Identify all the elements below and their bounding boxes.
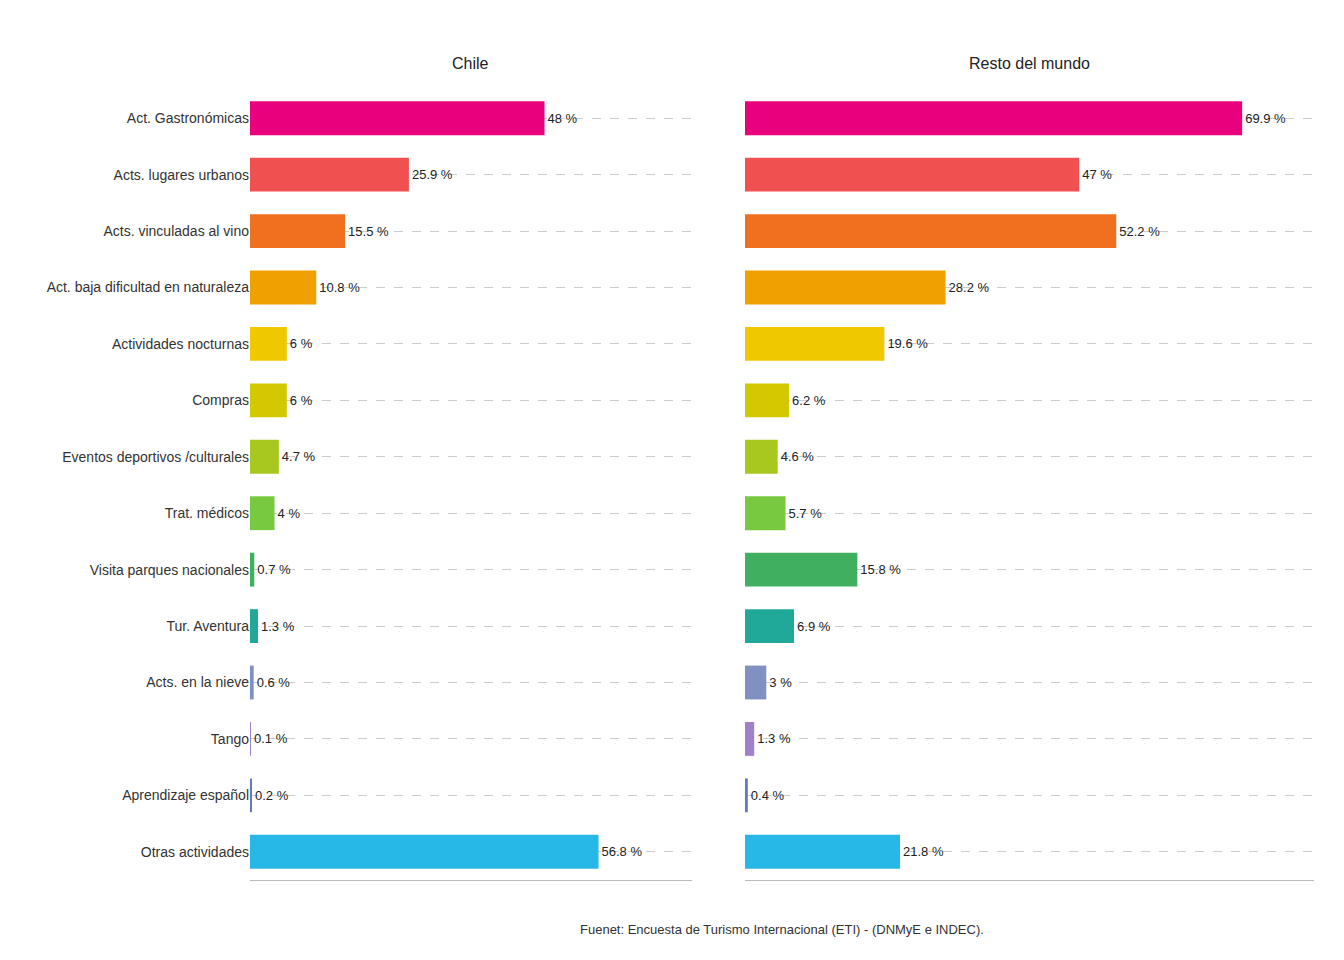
svg-text:0.2 %: 0.2 % xyxy=(255,788,289,803)
svg-text:0.1 %: 0.1 % xyxy=(254,731,288,746)
svg-text:0.4 %: 0.4 % xyxy=(751,788,785,803)
svg-text:19.6 %: 19.6 % xyxy=(887,336,928,351)
svg-text:Eventos deportivos /culturales: Eventos deportivos /culturales xyxy=(62,449,249,465)
svg-text:15.5 %: 15.5 % xyxy=(348,224,389,239)
svg-text:10.8 %: 10.8 % xyxy=(319,280,360,295)
svg-text:25.9 %: 25.9 % xyxy=(412,167,453,182)
svg-text:21.8 %: 21.8 % xyxy=(903,844,944,859)
svg-text:5.7 %: 5.7 % xyxy=(788,506,822,521)
svg-text:0.7 %: 0.7 % xyxy=(257,562,291,577)
svg-text:47 %: 47 % xyxy=(1082,167,1112,182)
svg-text:Visita parques nacionales: Visita parques nacionales xyxy=(90,562,249,578)
svg-text:6 %: 6 % xyxy=(290,393,313,408)
svg-text:Acts. en la nieve: Acts. en la nieve xyxy=(146,674,249,690)
svg-text:6 %: 6 % xyxy=(290,336,313,351)
svg-text:Act. Gastronómicas: Act. Gastronómicas xyxy=(127,110,249,126)
svg-text:Trat. médicos: Trat. médicos xyxy=(165,505,249,521)
svg-text:6.9 %: 6.9 % xyxy=(797,619,831,634)
svg-text:4.7 %: 4.7 % xyxy=(282,449,316,464)
svg-text:0.6 %: 0.6 % xyxy=(257,675,291,690)
svg-text:3 %: 3 % xyxy=(769,675,792,690)
svg-text:4 %: 4 % xyxy=(278,506,301,521)
svg-text:1.3 %: 1.3 % xyxy=(757,731,791,746)
svg-text:Tur. Aventura: Tur. Aventura xyxy=(167,618,250,634)
svg-text:Compras: Compras xyxy=(192,392,249,408)
svg-text:Acts. vinculadas al vino: Acts. vinculadas al vino xyxy=(103,223,249,239)
svg-text:52.2 %: 52.2 % xyxy=(1119,224,1160,239)
svg-text:6.2 %: 6.2 % xyxy=(792,393,826,408)
svg-text:Aprendizaje español: Aprendizaje español xyxy=(122,787,249,803)
svg-text:Tango: Tango xyxy=(211,731,249,747)
svg-text:56.8 %: 56.8 % xyxy=(602,844,643,859)
svg-text:Otras actividades: Otras actividades xyxy=(141,844,249,860)
svg-text:Resto del mundo: Resto del mundo xyxy=(969,55,1090,72)
svg-text:28.2 %: 28.2 % xyxy=(949,280,990,295)
svg-text:Act. baja dificultad en natura: Act. baja dificultad en naturaleza xyxy=(47,279,250,295)
svg-text:Fuenet: Encuesta de Turismo In: Fuenet: Encuesta de Turismo Internaciona… xyxy=(580,922,984,937)
svg-text:Chile: Chile xyxy=(452,55,489,72)
svg-text:69.9 %: 69.9 % xyxy=(1245,111,1286,126)
svg-text:15.8 %: 15.8 % xyxy=(860,562,901,577)
svg-text:48 %: 48 % xyxy=(548,111,578,126)
svg-text:4.6 %: 4.6 % xyxy=(781,449,815,464)
svg-text:1.3 %: 1.3 % xyxy=(261,619,295,634)
svg-text:Actividades nocturnas: Actividades nocturnas xyxy=(112,336,249,352)
svg-text:Acts. lugares urbanos: Acts. lugares urbanos xyxy=(114,167,249,183)
